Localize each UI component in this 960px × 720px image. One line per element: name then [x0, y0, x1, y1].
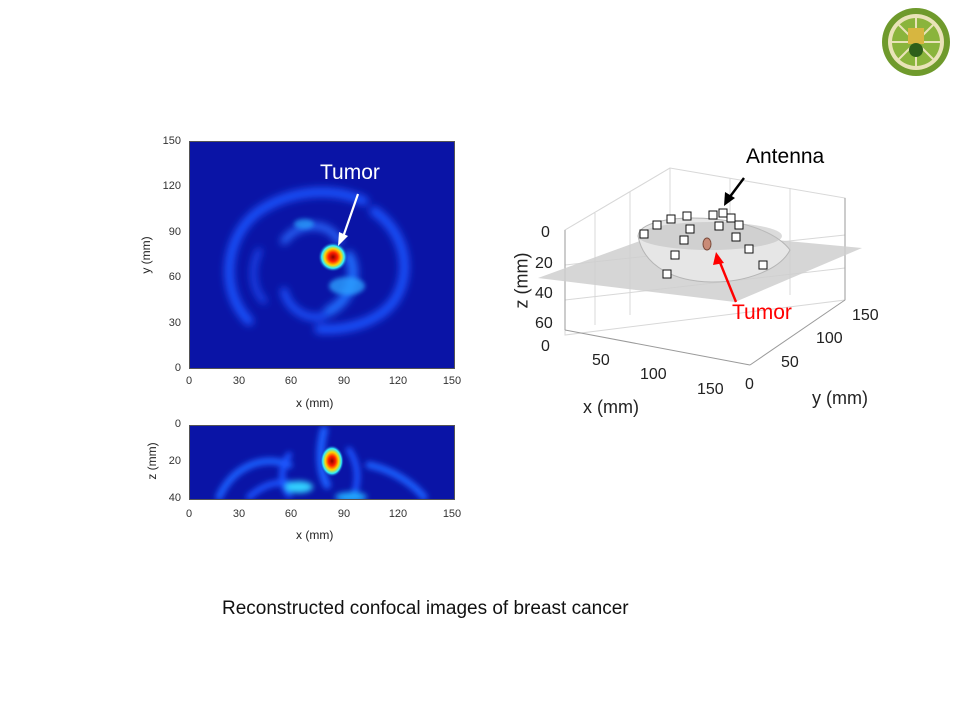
3d-xtick-50: 50: [592, 352, 610, 369]
3d-ztick-20: 20: [535, 255, 553, 272]
tumor-callout-arrow: [338, 193, 360, 246]
university-seal-logo: [880, 6, 952, 78]
side-xtick-30: 30: [232, 508, 246, 520]
side-view-axes-frame: [189, 425, 455, 500]
xtick-0: 0: [185, 375, 193, 387]
tumor-3d-label: Tumor: [732, 301, 792, 324]
3d-ztick-60: 60: [535, 315, 553, 332]
ztick-20: 20: [168, 455, 181, 467]
ytick-60: 60: [168, 271, 181, 283]
3d-ytick-100: 100: [816, 330, 843, 347]
side-view-heatmap: [189, 425, 455, 502]
tumor-callout-label: Tumor: [320, 161, 380, 184]
ztick-40: 40: [168, 492, 181, 504]
side-xtick-0: 0: [185, 508, 193, 520]
3d-z-axis-label: z (mm): [511, 252, 532, 309]
ytick-120: 120: [162, 180, 181, 192]
side-xtick-120: 120: [388, 508, 408, 520]
antenna-array: [639, 208, 768, 279]
xtick-30: 30: [232, 375, 246, 387]
tumor-hotspot: [318, 242, 348, 272]
ytick-0: 0: [174, 362, 181, 374]
xtick-150: 150: [442, 375, 462, 387]
xtick-60: 60: [284, 375, 298, 387]
3d-xtick-100: 100: [640, 366, 667, 383]
3d-xtick-0: 0: [541, 338, 550, 355]
antenna-label: Antenna: [746, 145, 825, 168]
tumor-hotspot-side: [320, 445, 344, 477]
ytick-90: 90: [168, 226, 181, 238]
antenna-callout-arrow: [724, 177, 745, 206]
3d-ytick-50: 50: [781, 354, 799, 371]
3d-x-axis-label: x (mm): [583, 397, 639, 417]
side-z-axis-label: z (mm): [145, 442, 159, 480]
y-axis-label: y (mm): [139, 236, 153, 274]
x-axis-label: x (mm): [296, 396, 334, 410]
3d-ztick-40: 40: [535, 285, 553, 302]
top-view-axes-frame: [189, 141, 455, 369]
side-xtick-60: 60: [284, 508, 298, 520]
3d-ytick-0: 0: [745, 376, 754, 393]
top-view-heatmap: [189, 141, 455, 369]
tumor-3d-callout-arrow: [713, 252, 738, 303]
3d-ytick-150: 150: [852, 307, 879, 324]
3d-xtick-150: 150: [697, 381, 724, 398]
3d-y-axis-label: y (mm): [812, 388, 868, 408]
xtick-120: 120: [388, 375, 408, 387]
figure-caption: Reconstructed confocal images of breast …: [222, 598, 629, 619]
ztick-0: 0: [174, 418, 181, 430]
side-xtick-90: 90: [337, 508, 351, 520]
side-xtick-150: 150: [442, 508, 462, 520]
xtick-90: 90: [337, 375, 351, 387]
ytick-150: 150: [162, 135, 181, 147]
3d-geometry-plot: [538, 167, 862, 366]
side-x-axis-label: x (mm): [296, 528, 334, 542]
ytick-30: 30: [168, 317, 181, 329]
tumor-3d-marker: [702, 237, 712, 251]
3d-ztick-0: 0: [541, 224, 550, 241]
